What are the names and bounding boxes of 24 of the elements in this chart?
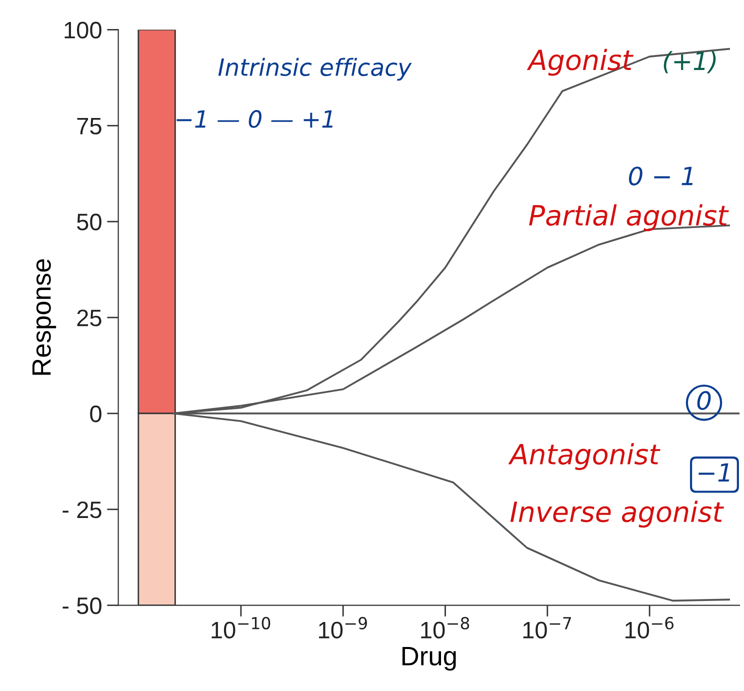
series-label: Inverse agonist [510, 500, 724, 528]
x-tick-label: 10$^{−8}$ [421, 616, 470, 638]
y-tick-label: 0 [90, 406, 102, 422]
x-tick-label: 10$^{−10}$ [212, 616, 270, 638]
annotation: 0 [697, 391, 711, 410]
x-axis-title: Drug [402, 647, 456, 671]
series-label: Antagonist [508, 443, 660, 470]
y-tick-label: 100 [64, 22, 102, 38]
x-tick-label: 10$^{−9}$ [319, 616, 367, 638]
annotation: −1 — 0 — +1 [176, 110, 333, 128]
annotation: 0 − 1 [628, 166, 693, 186]
y-tick-label: 25 [77, 310, 102, 326]
annotation: Intrinsic efficacy [218, 58, 412, 81]
x-tick-label: 10$^{−7}$ [523, 617, 571, 638]
y-tick-label: - 50 [62, 597, 102, 614]
y-axis-title: Response [32, 259, 56, 375]
series-label: Agonist [526, 48, 634, 76]
annotation: (+1) [664, 51, 716, 74]
x-tick-label: 10$^{−6}$ [626, 616, 674, 638]
series-label: Partial agonist [529, 204, 729, 232]
y-tick-label: - 25 [62, 501, 102, 518]
y-tick-label: 50 [77, 214, 102, 230]
y-tick-label: 75 [77, 118, 102, 134]
annotation: −1 [698, 463, 730, 482]
